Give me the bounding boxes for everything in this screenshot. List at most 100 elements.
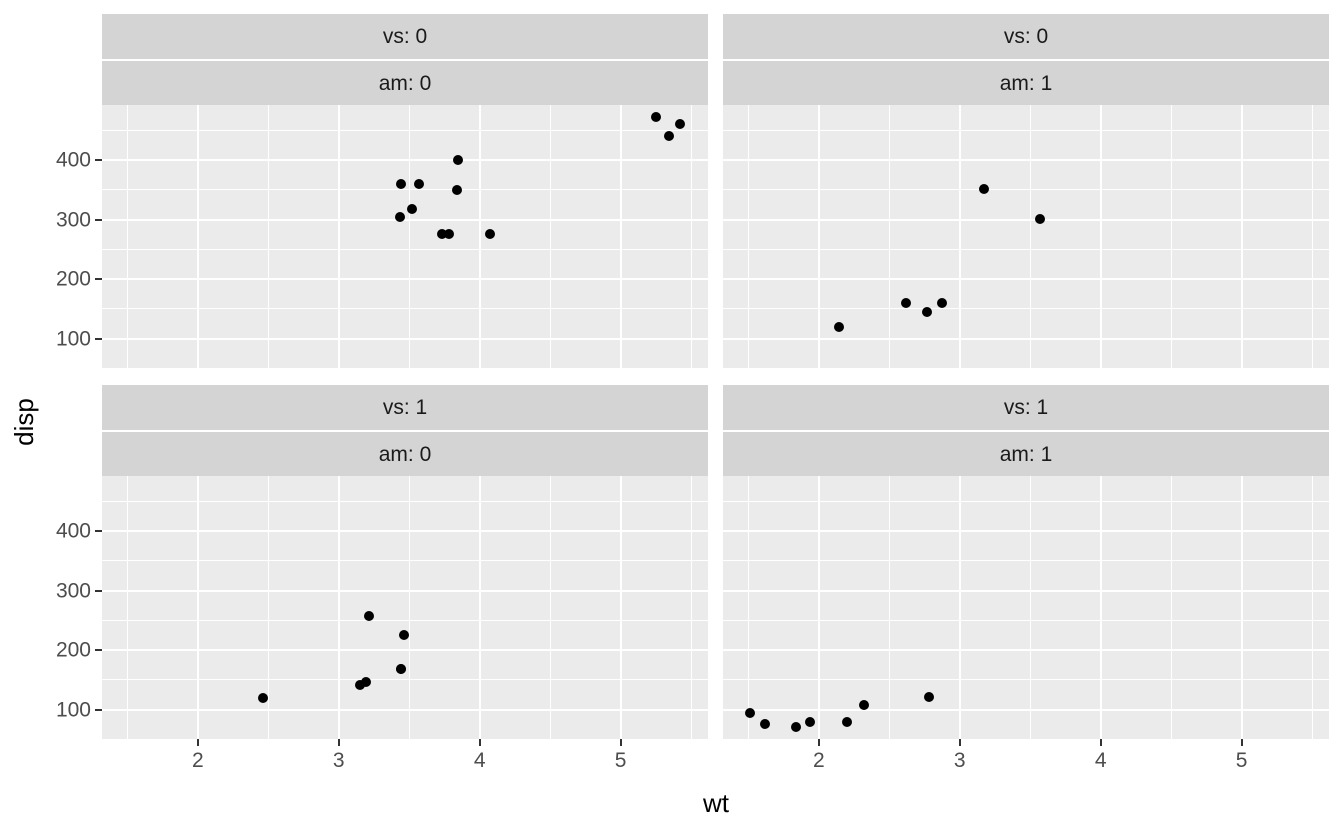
minor-gridline	[1170, 105, 1172, 368]
minor-gridline	[723, 308, 1329, 310]
plot-panel	[723, 476, 1329, 739]
major-gridline	[478, 105, 481, 368]
y-tick-label: 300	[55, 208, 91, 231]
data-point	[395, 212, 406, 223]
minor-gridline	[102, 679, 708, 681]
minor-gridline	[723, 248, 1329, 250]
x-tick-mark	[478, 739, 481, 746]
minor-gridline	[126, 476, 128, 739]
data-point	[675, 119, 686, 130]
major-gridline	[619, 476, 622, 739]
y-tick-mark	[95, 708, 102, 711]
major-gridline	[102, 337, 708, 340]
x-tick-mark	[817, 739, 820, 746]
data-point	[258, 692, 269, 703]
x-tick-mark	[196, 739, 199, 746]
minor-gridline	[723, 189, 1329, 191]
major-gridline	[1240, 476, 1243, 739]
y-tick-label: 200	[55, 267, 91, 291]
facet-vs0-am0: vs: 0 am: 0	[102, 14, 708, 368]
minor-gridline	[549, 105, 551, 368]
major-gridline	[1099, 105, 1102, 368]
data-point	[759, 719, 770, 730]
major-gridline	[102, 589, 708, 592]
y-tick-mark	[95, 649, 102, 652]
y-tick-mark	[95, 589, 102, 592]
major-gridline	[723, 649, 1329, 652]
major-gridline	[337, 105, 340, 368]
y-tick-mark	[95, 158, 102, 161]
strip-label: vs: 0	[1003, 25, 1049, 48]
minor-gridline	[102, 500, 708, 502]
y-tick-label: 300	[55, 579, 91, 602]
major-gridline	[196, 476, 199, 739]
major-gridline	[1240, 105, 1243, 368]
data-point	[804, 717, 815, 728]
x-tick-label: 3	[332, 749, 345, 772]
minor-gridline	[102, 560, 708, 562]
data-point	[398, 630, 409, 641]
x-tick-mark	[619, 739, 622, 746]
data-point	[1035, 213, 1046, 224]
major-gridline	[958, 105, 961, 368]
minor-gridline	[723, 129, 1329, 131]
data-point	[901, 297, 912, 308]
strip-label: am: 0	[378, 71, 432, 95]
x-tick-mark	[337, 739, 340, 746]
minor-gridline	[102, 189, 708, 191]
data-point	[923, 692, 934, 703]
minor-gridline	[723, 560, 1329, 562]
data-point	[452, 154, 463, 165]
data-point	[978, 184, 989, 195]
y-tick-label: 200	[55, 638, 91, 662]
facet-strip-vs: vs: 1	[102, 385, 708, 430]
strip-label: am: 0	[378, 442, 432, 466]
major-gridline	[102, 158, 708, 161]
y-tick-label: 400	[55, 148, 91, 172]
data-point	[443, 228, 454, 239]
x-tick-mark	[958, 739, 961, 746]
major-gridline	[723, 158, 1329, 161]
major-gridline	[337, 476, 340, 739]
minor-gridline	[1170, 476, 1172, 739]
minor-gridline	[102, 248, 708, 250]
major-gridline	[723, 218, 1329, 221]
data-point	[407, 203, 418, 214]
data-point	[650, 111, 661, 122]
facet-vs0-am1: vs: 0 am: 1	[723, 14, 1329, 368]
x-tick-label: 5	[1235, 749, 1248, 772]
facet-vs1-am1: vs: 1 am: 1	[723, 385, 1329, 739]
minor-gridline	[723, 619, 1329, 621]
data-point	[484, 228, 495, 239]
y-tick-mark	[95, 337, 102, 340]
data-point	[436, 228, 447, 239]
data-point	[790, 722, 801, 732]
minor-gridline	[1311, 105, 1313, 368]
data-point	[452, 184, 463, 195]
strip-label: am: 1	[999, 71, 1053, 95]
data-point	[922, 306, 933, 317]
major-gridline	[478, 476, 481, 739]
data-point	[842, 717, 853, 728]
data-point	[745, 707, 756, 718]
facet-strip-am: am: 0	[102, 432, 708, 476]
plot-panel	[102, 105, 708, 368]
minor-gridline	[408, 476, 410, 739]
facet-strip-am: am: 1	[723, 432, 1329, 476]
minor-gridline	[408, 105, 410, 368]
major-gridline	[817, 476, 820, 739]
data-point	[354, 680, 365, 691]
y-tick-label: 100	[55, 327, 91, 351]
minor-gridline	[102, 308, 708, 310]
facet-strip-vs: vs: 0	[723, 14, 1329, 59]
data-point	[937, 297, 948, 308]
x-tick-label: 4	[1094, 749, 1107, 772]
strip-label: vs: 1	[1003, 396, 1049, 419]
minor-gridline	[1311, 476, 1313, 739]
data-point	[364, 610, 375, 621]
major-gridline	[723, 589, 1329, 592]
minor-gridline	[888, 476, 890, 739]
minor-gridline	[723, 500, 1329, 502]
x-tick-label: 5	[614, 749, 627, 772]
